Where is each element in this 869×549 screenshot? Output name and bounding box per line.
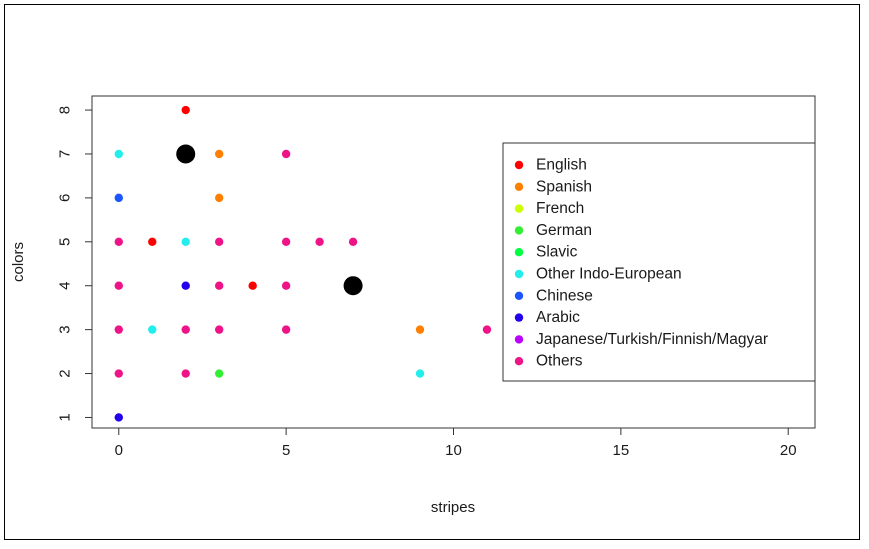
x-axis-label: stripes <box>431 499 475 516</box>
legend-label: Arabic <box>536 309 580 326</box>
data-point-others <box>214 281 224 290</box>
data-point-others <box>214 237 224 246</box>
legend-label: Spanish <box>536 178 592 195</box>
cluster-center-point <box>343 276 363 296</box>
legend: English Spanish French German Slavic Other In… <box>502 142 816 382</box>
data-point-english <box>248 281 257 290</box>
y-axis-label: colors <box>10 242 27 282</box>
data-point-others <box>281 325 291 334</box>
y-tick-label: 1 <box>57 413 74 421</box>
data-point-others <box>114 369 123 378</box>
data-point-german <box>214 369 224 378</box>
legend-marker <box>514 226 524 235</box>
legend-marker <box>514 335 524 344</box>
data-point-english <box>148 237 157 246</box>
data-point-arabic <box>114 413 123 422</box>
data-point-others <box>114 281 123 290</box>
data-point-other-indo-european <box>415 369 425 378</box>
legend-marker <box>514 313 524 322</box>
data-point-other-indo-european <box>114 149 123 159</box>
y-tick-label: 5 <box>57 238 74 246</box>
legend-marker <box>514 248 524 257</box>
data-point-others <box>315 237 324 246</box>
legend-label: Chinese <box>536 287 593 304</box>
data-point-spanish <box>415 325 425 334</box>
data-point-others <box>181 325 190 334</box>
y-tick-label: 2 <box>57 369 74 377</box>
legend-box <box>502 142 816 382</box>
x-tick-label: 5 <box>282 442 290 459</box>
y-tick-label: 8 <box>57 106 74 114</box>
legend-label: Other Indo-European <box>536 266 682 283</box>
legend-label: Slavic <box>536 244 578 261</box>
data-points <box>114 105 492 422</box>
data-point-other-indo-european <box>181 237 190 246</box>
legend-marker <box>514 204 524 213</box>
legend-label: English <box>536 157 587 174</box>
x-tick-label: 0 <box>115 442 123 459</box>
data-point-others <box>214 325 224 334</box>
legend-label: German <box>536 222 592 239</box>
data-point-others <box>348 237 358 246</box>
data-point-other-indo-european <box>148 325 157 334</box>
data-point-others <box>482 325 492 334</box>
data-point-others <box>181 369 190 378</box>
y-axis: 1 2 3 4 5 6 7 8 <box>57 106 93 422</box>
data-point-others <box>281 149 291 159</box>
y-tick-label: 7 <box>57 150 74 158</box>
legend-label: French <box>536 200 584 217</box>
legend-marker <box>514 269 524 279</box>
x-tick-label: 15 <box>613 442 630 459</box>
data-point-others <box>114 237 123 246</box>
legend-marker <box>514 160 524 170</box>
y-tick-label: 4 <box>57 282 74 290</box>
y-tick-label: 6 <box>57 194 74 202</box>
data-point-others <box>281 281 291 290</box>
x-tick-label: 10 <box>445 442 462 459</box>
legend-marker <box>514 291 524 300</box>
legend-label: Japanese/Turkish/Finnish/Magyar <box>536 331 768 348</box>
data-point-chinese <box>114 193 123 203</box>
data-point-spanish <box>214 193 224 203</box>
x-axis: 0 5 10 15 20 <box>115 427 797 459</box>
cluster-centers <box>176 144 363 296</box>
legend-marker <box>514 357 524 366</box>
data-point-arabic <box>181 281 190 290</box>
legend-label: Others <box>536 353 583 370</box>
x-tick-label: 20 <box>780 442 797 459</box>
data-point-others <box>114 325 123 334</box>
cluster-center-point <box>176 144 196 164</box>
data-point-others <box>281 237 291 246</box>
data-point-spanish <box>214 149 224 159</box>
data-point-english <box>181 105 190 115</box>
legend-marker <box>514 182 524 191</box>
y-tick-label: 3 <box>57 325 74 333</box>
